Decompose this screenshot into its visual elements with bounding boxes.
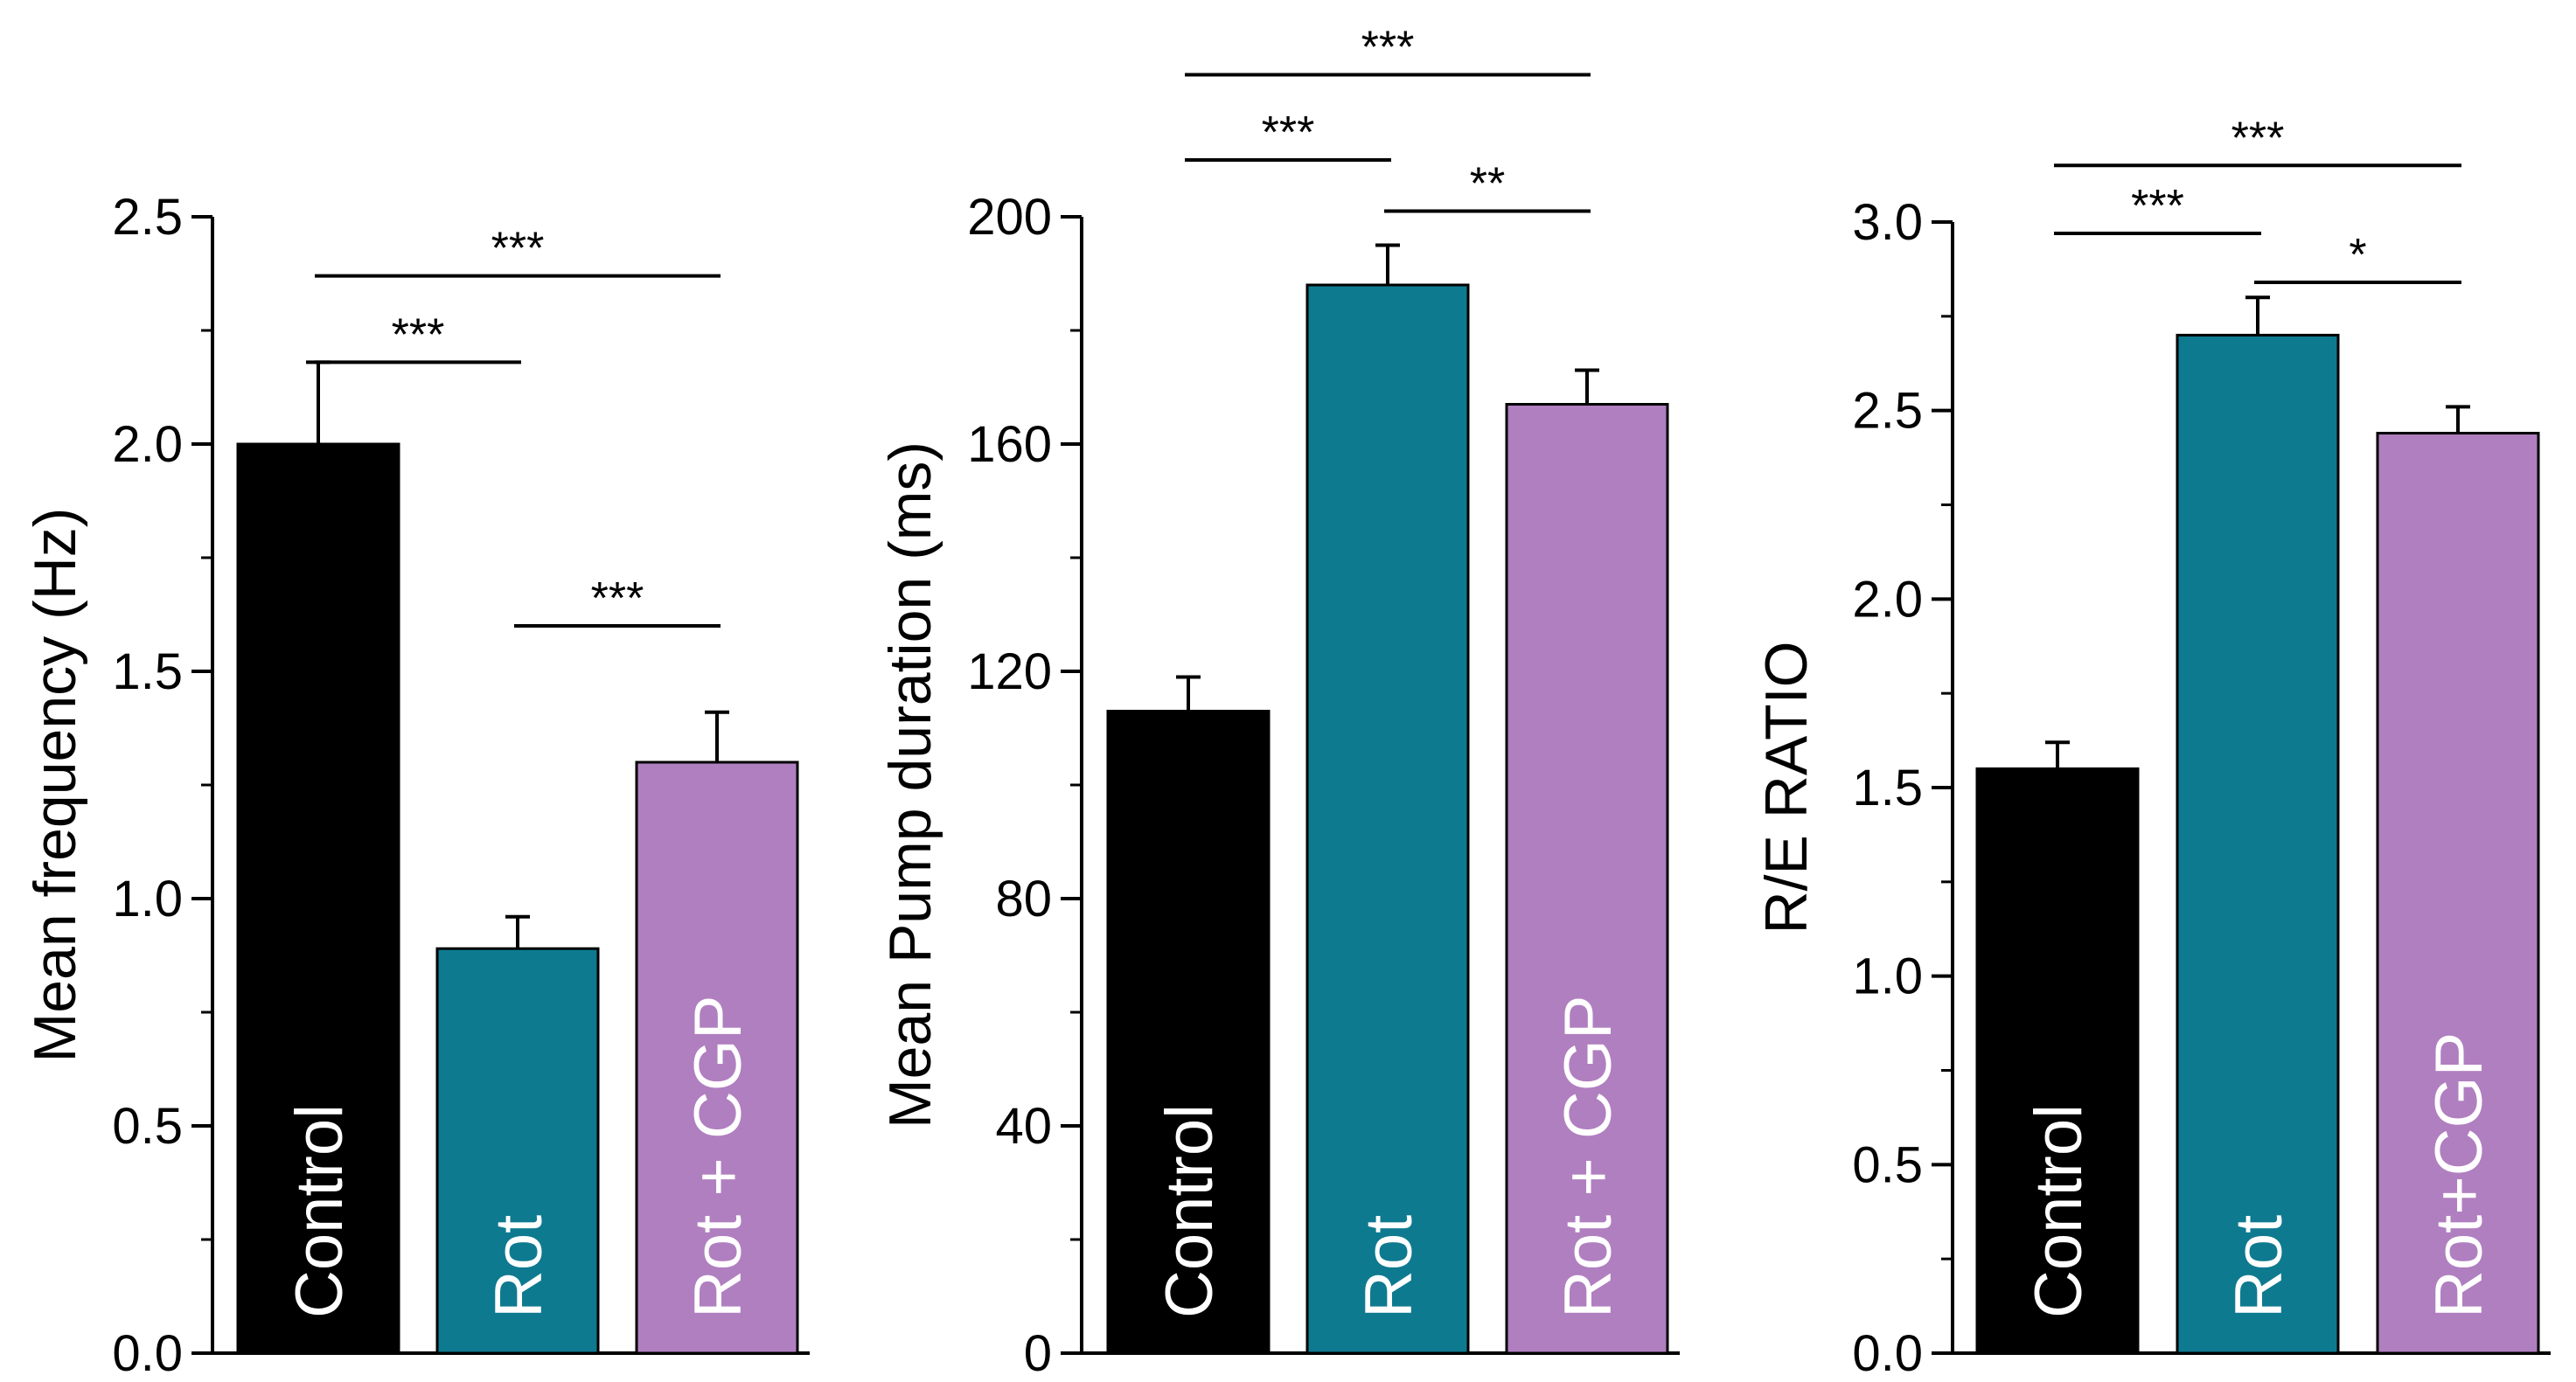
bar-label: Rot (482, 1215, 556, 1318)
y-tick-label: 160 (967, 416, 1052, 473)
bar-rot-cgp (635, 760, 799, 1355)
y-axis-title: R/E RATIO (1753, 642, 1820, 934)
y-tick-label: 0.5 (112, 1098, 183, 1155)
bar-control (1106, 710, 1271, 1355)
significance-label: *** (2131, 181, 2184, 232)
significance-label: ** (1470, 159, 1505, 210)
y-tick-label: 2.5 (112, 189, 183, 246)
significance-label: * (2349, 230, 2366, 281)
bar-rot-cgp (2376, 432, 2540, 1355)
bar-label: Rot (1352, 1215, 1426, 1318)
bar-label: Rot + CGP (681, 995, 755, 1318)
panel-pump-duration: 0 40 80 120 160 200 Mean Pump duration (ms) Con… (877, 23, 1680, 1382)
y-tick-label: 0 (1024, 1325, 1052, 1382)
bar-control (1975, 767, 2140, 1355)
bar-rot (1305, 283, 1470, 1355)
y-tick-label: 1.5 (112, 643, 183, 700)
y-tick-label: 80 (995, 871, 1052, 927)
y-tick-label: 0.5 (1852, 1136, 1923, 1193)
significance-label: *** (591, 573, 644, 624)
bar-control (236, 442, 400, 1355)
significance-label: *** (392, 309, 445, 360)
bar-label: Rot (2222, 1215, 2296, 1318)
bar-label: Control (1152, 1104, 1227, 1318)
y-tick-label: 2.0 (1852, 571, 1923, 628)
y-tick-label: 120 (967, 643, 1052, 700)
y-tick-label: 0.0 (112, 1325, 183, 1382)
y-tick-label: 1.0 (1852, 948, 1923, 1005)
bar-label: Rot+CGP (2422, 1032, 2496, 1318)
bar-label: Rot + CGP (1551, 995, 1626, 1318)
y-axis-title: Mean frequency (Hz) (22, 508, 88, 1063)
y-axis-title: Mean Pump duration (ms) (877, 441, 943, 1129)
y-tick-label: 3.0 (1852, 194, 1923, 251)
panel-frequency: 0.0 0.5 1.0 1.5 2.0 2.5 Mean frequency (Hz) Con… (22, 189, 810, 1382)
panel-re-ratio: 0.0 0.5 1.0 1.5 2.0 2.5 3.0 R/E RATIO Control Rot… (1753, 113, 2551, 1382)
bar-rot (2176, 333, 2340, 1355)
bar-rot (435, 947, 600, 1355)
y-tick-label: 1.5 (1852, 760, 1923, 816)
significance-label: *** (491, 224, 545, 274)
bar-label: Control (2022, 1104, 2096, 1318)
significance-label: *** (1262, 108, 1315, 158)
y-tick-label: 1.0 (112, 871, 183, 927)
bar-label: Control (282, 1104, 357, 1318)
y-tick-label: 200 (967, 189, 1052, 246)
y-tick-label: 40 (995, 1098, 1052, 1155)
significance-label: *** (2231, 113, 2285, 163)
y-tick-label: 2.5 (1852, 383, 1923, 440)
y-tick-label: 2.0 (112, 416, 183, 473)
significance-label: *** (1361, 23, 1415, 73)
y-tick-label: 0.0 (1852, 1325, 1923, 1382)
